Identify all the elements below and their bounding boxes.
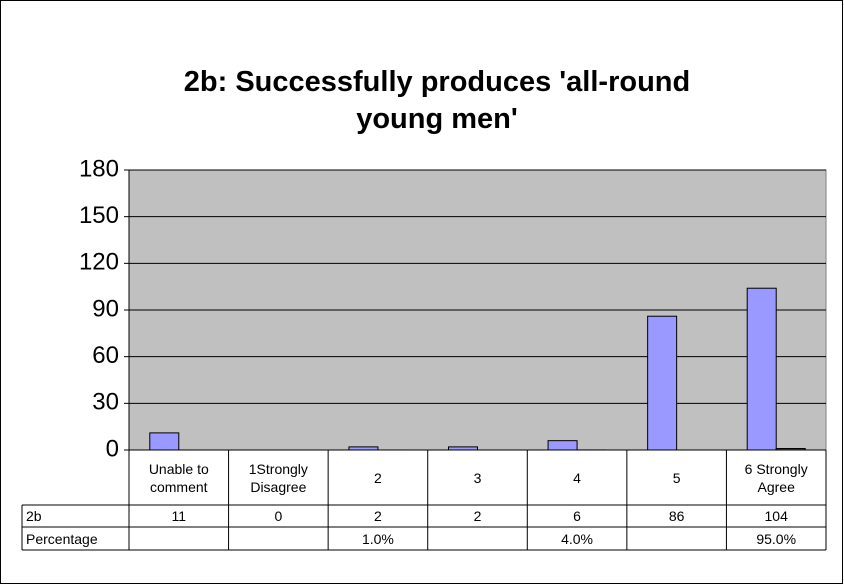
data-label: 6 bbox=[573, 508, 581, 524]
y-tick-label: 180 bbox=[79, 155, 119, 182]
data-label: 0 bbox=[274, 508, 283, 524]
legend-label: 2b bbox=[26, 508, 42, 524]
data-label: 1.0% bbox=[361, 530, 394, 547]
bar bbox=[348, 446, 379, 451]
x-tick-label: 6 Strongly Agree bbox=[744, 460, 808, 495]
data-label: 95.0% bbox=[756, 530, 797, 547]
chart-title: 2b: Successfully produces 'all-round you… bbox=[183, 66, 691, 135]
y-tick-label: 60 bbox=[92, 342, 119, 369]
y-tick-label: 120 bbox=[79, 249, 119, 276]
x-tick-label: Unable to comment bbox=[148, 460, 209, 495]
bar bbox=[775, 448, 806, 451]
x-tick-label: 1Strongly Disagree bbox=[248, 460, 308, 495]
data-label: 4.0% bbox=[561, 530, 594, 547]
bar bbox=[149, 432, 180, 451]
data-label: 104 bbox=[764, 508, 788, 524]
x-tick-label: 2 bbox=[374, 469, 382, 486]
data-label: 11 bbox=[171, 508, 187, 524]
data-label: 2 bbox=[473, 508, 482, 524]
x-tick-label: 4 bbox=[573, 469, 581, 486]
y-tick-label: 0 bbox=[106, 435, 119, 462]
legend-label: Percentage bbox=[26, 530, 98, 547]
bar bbox=[547, 440, 578, 451]
data-label: 2 bbox=[374, 508, 382, 524]
x-tick-label: 5 bbox=[672, 469, 681, 486]
y-tick-label: 150 bbox=[79, 202, 119, 229]
bar bbox=[448, 446, 478, 451]
x-tick-label: 3 bbox=[473, 469, 482, 486]
data-label: 86 bbox=[668, 508, 685, 524]
bar bbox=[746, 287, 777, 451]
y-tick-label: 30 bbox=[92, 389, 119, 416]
y-tick-label: 90 bbox=[92, 295, 119, 322]
bar bbox=[647, 315, 678, 451]
